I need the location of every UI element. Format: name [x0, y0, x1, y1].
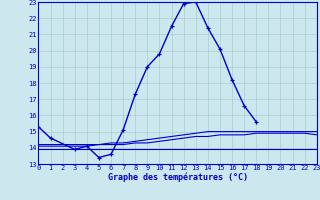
X-axis label: Graphe des températures (°C): Graphe des températures (°C) — [108, 173, 248, 182]
